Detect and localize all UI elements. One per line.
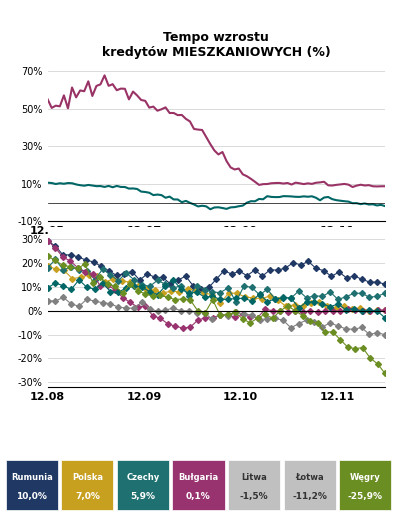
Title: Tempo wzrostu
kredytów MIESZKANIOWYCH (%): Tempo wzrostu kredytów MIESZKANIOWYCH (%… [102,31,331,59]
FancyBboxPatch shape [61,460,114,510]
Text: -25,9%: -25,9% [348,492,383,501]
Text: -1,5%: -1,5% [240,492,268,501]
Text: -11,2%: -11,2% [292,492,327,501]
FancyBboxPatch shape [172,460,225,510]
Text: Łotwa: Łotwa [295,473,324,482]
FancyBboxPatch shape [339,460,391,510]
Text: 7,0%: 7,0% [75,492,100,501]
FancyBboxPatch shape [117,460,169,510]
Legend: Polska, Strefa euro: Polska, Strefa euro [124,235,308,254]
Text: 10,0%: 10,0% [16,492,47,501]
Text: Litwa: Litwa [241,473,267,482]
Text: Rumunia: Rumunia [11,473,53,482]
FancyBboxPatch shape [228,460,280,510]
Text: Węgry: Węgry [350,473,381,482]
Text: Czechy: Czechy [126,473,160,482]
Text: Polska: Polska [72,473,103,482]
FancyBboxPatch shape [283,460,336,510]
Text: Bułgaria: Bułgaria [178,473,219,482]
FancyBboxPatch shape [6,460,58,510]
Text: 5,9%: 5,9% [131,492,155,501]
Text: 0,1%: 0,1% [186,492,211,501]
